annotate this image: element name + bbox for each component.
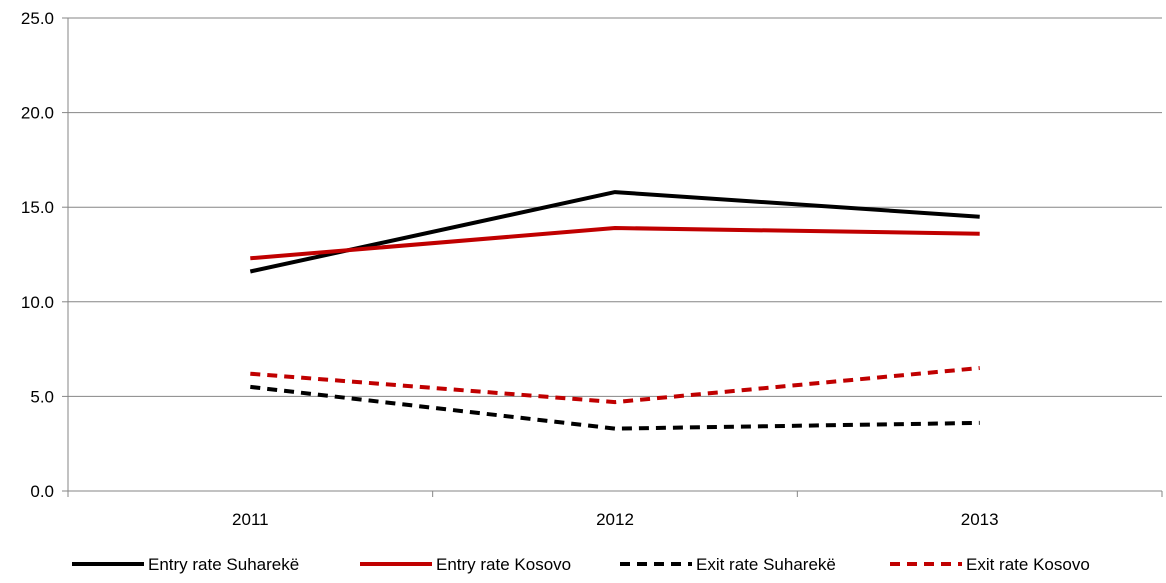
x-tick-label: 2011 [232, 510, 269, 529]
y-tick-label: 25.0 [21, 9, 54, 28]
x-tick-label: 2012 [596, 510, 634, 529]
legend-label: Exit rate Suharekë [696, 555, 836, 574]
axes: 0.0 5.0 10.0 15.0 20.0 25.0 2011 2012 2013 [21, 9, 1162, 529]
series-line [250, 228, 979, 258]
series-line [250, 387, 979, 429]
gridlines [68, 18, 1162, 396]
y-tick-label: 20.0 [21, 104, 54, 123]
legend: Entry rate Suharekë Entry rate Kosovo Exit… [72, 555, 1090, 574]
x-tick-label: 2013 [961, 510, 999, 529]
legend-label: Exit rate Kosovo [966, 555, 1090, 574]
legend-item: Entry rate Suharekë [72, 555, 299, 574]
legend-label: Entry rate Kosovo [436, 555, 571, 574]
legend-item: Entry rate Kosovo [360, 555, 571, 574]
legend-label: Entry rate Suharekë [148, 555, 299, 574]
y-tick-label: 5.0 [30, 387, 54, 406]
y-tick-label: 15.0 [21, 198, 54, 217]
legend-item: Exit rate Kosovo [890, 555, 1090, 574]
series-lines [250, 192, 980, 429]
legend-item: Exit rate Suharekë [620, 555, 836, 574]
y-tick-label: 10.0 [21, 293, 54, 312]
y-tick-label: 0.0 [30, 482, 54, 501]
series-line [250, 368, 979, 402]
